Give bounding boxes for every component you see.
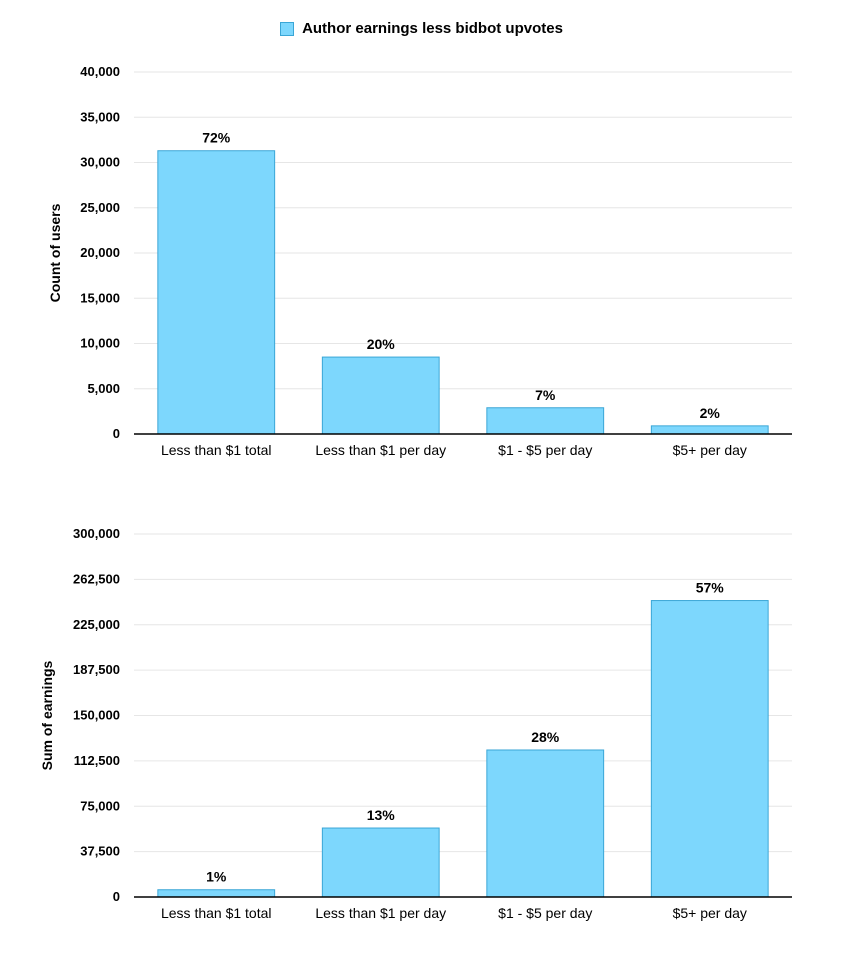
x-tick-label: Less than $1 total xyxy=(161,442,272,458)
y-tick-label: 0 xyxy=(113,889,120,904)
legend-swatch xyxy=(280,21,295,36)
y-tick-label: 35,000 xyxy=(80,109,120,124)
chart-legend: Author earnings less bidbot upvotes xyxy=(0,20,843,37)
bar xyxy=(157,889,276,898)
data-label: 13% xyxy=(367,807,396,823)
bar xyxy=(157,150,276,435)
y-tick-label: 300,000 xyxy=(73,526,120,541)
x-tick-label: Less than $1 per day xyxy=(315,905,446,921)
x-tick-label: $1 - $5 per day xyxy=(498,905,592,921)
data-label: 7% xyxy=(535,387,556,403)
y-tick-label: 30,000 xyxy=(80,155,120,170)
y-tick-label: 75,000 xyxy=(80,798,120,813)
y-tick-label: 150,000 xyxy=(73,708,120,723)
x-tick-label: $1 - $5 per day xyxy=(498,442,592,458)
x-tick-label: $5+ per day xyxy=(673,905,747,921)
legend-label: Author earnings less bidbot upvotes xyxy=(302,20,563,37)
y-tick-label: 262,500 xyxy=(73,571,120,586)
bar xyxy=(486,749,605,898)
y-tick-label: 0 xyxy=(113,426,120,441)
data-label: 57% xyxy=(696,580,725,596)
bar xyxy=(321,827,440,898)
data-label: 20% xyxy=(367,336,396,352)
y-tick-label: 5,000 xyxy=(87,381,120,396)
data-label: 1% xyxy=(206,869,227,885)
y-tick-label: 10,000 xyxy=(80,336,120,351)
data-label: 2% xyxy=(700,405,721,421)
bar xyxy=(321,356,440,435)
data-label: 72% xyxy=(202,130,231,146)
data-label: 28% xyxy=(531,729,560,745)
bar xyxy=(486,407,605,435)
y-tick-label: 40,000 xyxy=(80,64,120,79)
y-tick-label: 25,000 xyxy=(80,200,120,215)
x-tick-label: $5+ per day xyxy=(673,442,747,458)
x-tick-label: Less than $1 per day xyxy=(315,442,446,458)
bar xyxy=(650,600,769,898)
y-axis-title: Sum of earnings xyxy=(39,660,55,770)
y-tick-label: 112,500 xyxy=(74,753,120,768)
y-tick-label: 187,500 xyxy=(73,662,120,677)
count-of-users-chart: 0 5,000 10,000 15,000 20,000 25,000 30,000 35,0… xyxy=(47,64,792,458)
y-tick-label: 225,000 xyxy=(73,617,120,632)
y-tick-label: 20,000 xyxy=(80,245,120,260)
y-tick-label: 15,000 xyxy=(80,290,120,305)
y-tick-label: 37,500 xyxy=(80,844,120,859)
y-axis-title: Count of users xyxy=(47,203,63,302)
x-tick-label: Less than $1 total xyxy=(161,905,272,921)
